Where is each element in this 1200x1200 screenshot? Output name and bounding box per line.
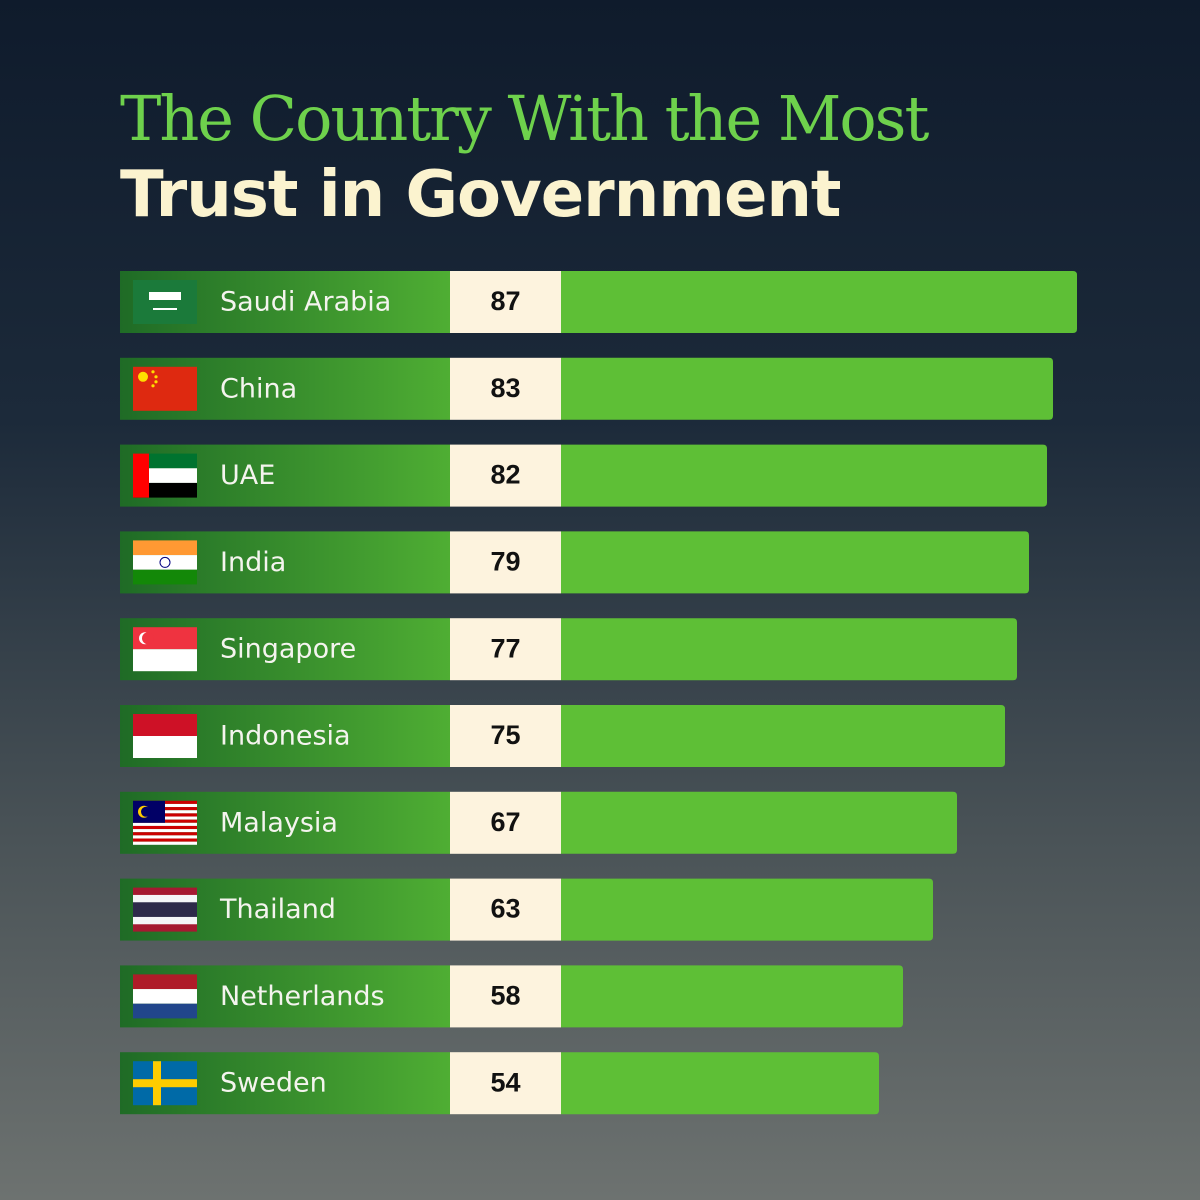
flag-part xyxy=(154,375,158,379)
bar xyxy=(561,1052,879,1115)
flag-part xyxy=(133,835,197,839)
flag-part xyxy=(133,736,197,758)
value-label: 87 xyxy=(490,286,520,316)
flag-part xyxy=(159,556,171,568)
category-label: Singapore xyxy=(220,634,356,665)
value-box xyxy=(450,705,561,767)
value-box xyxy=(450,791,561,854)
value-label: 83 xyxy=(490,373,520,403)
bar xyxy=(561,531,1029,594)
category-label: Thailand xyxy=(219,894,336,925)
flag xyxy=(133,453,197,498)
category-label: Indonesia xyxy=(220,721,351,752)
flag-part xyxy=(154,380,158,384)
flag-part xyxy=(151,370,155,374)
chart-subtitle: Trust in Government xyxy=(120,158,841,232)
category-label: Sweden xyxy=(220,1068,327,1099)
flag-part xyxy=(133,1079,197,1088)
value-box xyxy=(450,878,561,941)
flag-part xyxy=(133,540,197,556)
flag-part xyxy=(133,825,197,830)
flag-part xyxy=(133,1003,197,1019)
bar xyxy=(561,791,957,854)
bar xyxy=(561,618,1017,681)
flag-part xyxy=(133,841,197,845)
flag-part xyxy=(138,371,148,382)
chart-title: The Country With the Most xyxy=(120,82,929,155)
flag-part xyxy=(142,632,154,645)
flag xyxy=(133,714,197,758)
value-label: 63 xyxy=(490,894,520,924)
flag-part xyxy=(133,838,197,842)
flag-part xyxy=(133,555,197,570)
flag-part xyxy=(141,806,151,817)
value-label: 58 xyxy=(490,981,520,1011)
flag-part xyxy=(133,832,197,836)
bar xyxy=(561,271,1077,333)
flag xyxy=(133,540,197,585)
value-box xyxy=(450,1052,561,1115)
flag-part xyxy=(133,649,197,672)
value-box xyxy=(450,357,561,420)
flag-part xyxy=(153,308,177,310)
flag-part xyxy=(133,974,197,990)
value-label: 75 xyxy=(490,720,520,750)
bar xyxy=(561,444,1047,507)
bar xyxy=(561,965,903,1028)
category-label: UAE xyxy=(220,460,275,491)
value-label: 54 xyxy=(490,1067,520,1097)
flag-part xyxy=(151,384,155,388)
flag-part xyxy=(133,569,197,585)
value-label: 79 xyxy=(490,547,520,577)
category-label: China xyxy=(220,373,297,404)
category-label: Netherlands xyxy=(220,981,385,1012)
value-box xyxy=(450,618,561,681)
flag xyxy=(133,1061,197,1106)
flag-part xyxy=(149,292,181,300)
value-box xyxy=(450,444,561,507)
flag-part xyxy=(133,902,197,917)
bar xyxy=(561,878,933,941)
flag-part xyxy=(133,829,197,833)
flag-part xyxy=(133,822,197,826)
value-box xyxy=(450,271,561,333)
flag xyxy=(133,974,197,1019)
flag-part xyxy=(133,280,197,324)
value-label: 67 xyxy=(490,807,520,837)
value-box xyxy=(450,965,561,1028)
value-label: 82 xyxy=(490,460,520,490)
flag xyxy=(133,887,197,932)
flag xyxy=(133,280,197,324)
flag xyxy=(133,627,197,672)
flag xyxy=(133,800,197,845)
value-label: 77 xyxy=(490,633,520,663)
category-label: India xyxy=(220,547,286,578)
flag-part xyxy=(133,714,197,736)
flag-part xyxy=(133,453,149,498)
flag-part xyxy=(133,989,197,1004)
category-label: Malaysia xyxy=(220,807,338,838)
flag xyxy=(133,366,197,411)
bar xyxy=(561,705,1005,767)
bar xyxy=(561,357,1053,420)
category-label: Saudi Arabia xyxy=(220,287,391,318)
value-box xyxy=(450,531,561,594)
